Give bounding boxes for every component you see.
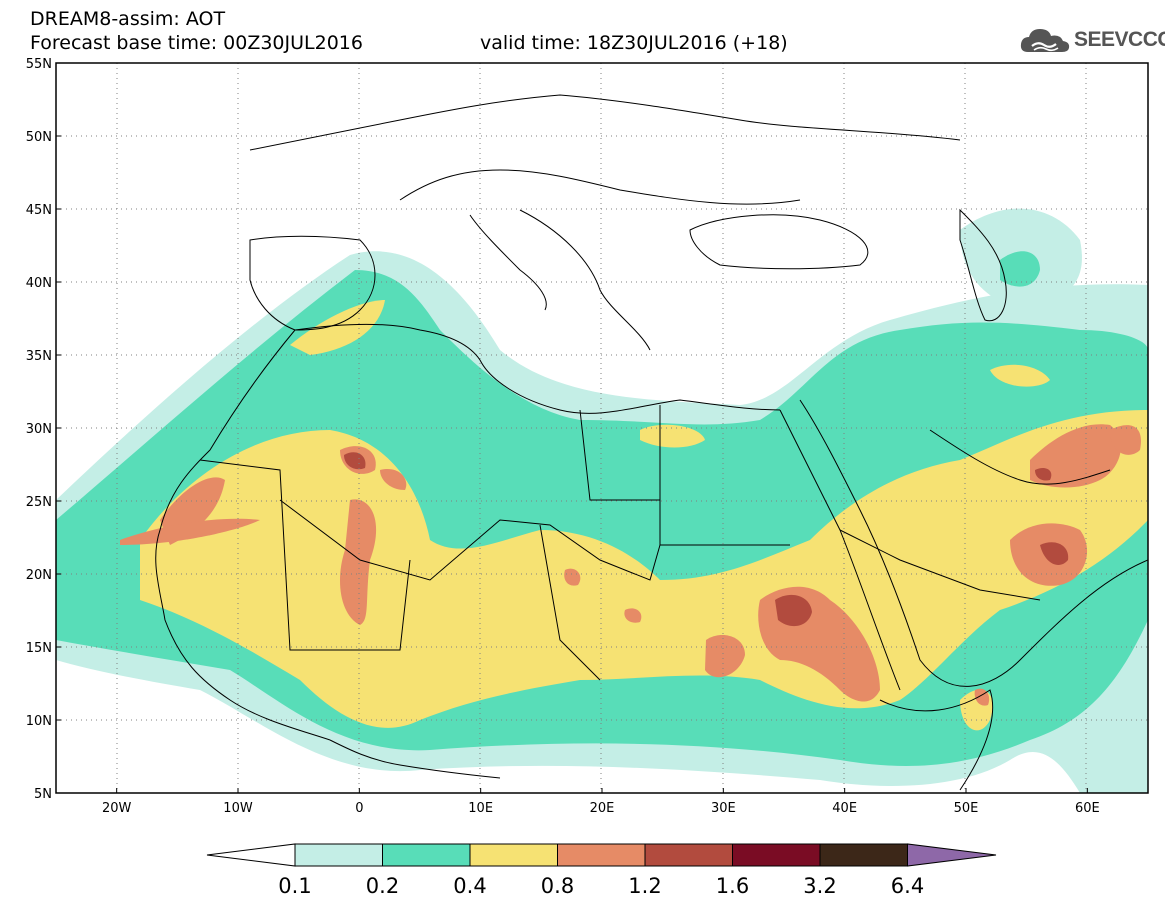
forecast-times: Forecast base time: 00Z30JUL2016 valid ti… [30, 32, 788, 54]
colorbar-level-label: 6.4 [891, 874, 924, 898]
colorbar-level-label: 1.2 [628, 874, 661, 898]
colorbar [206, 843, 997, 867]
lat-tick-label: 15N [26, 641, 52, 656]
colorbar-level-label: 0.8 [541, 874, 574, 898]
lat-tick-label: 40N [26, 276, 52, 291]
lon-tick-labels: 20W 10W 0 10E 20E 30E 40E 50E 60E [102, 788, 1100, 816]
lat-tick-label: 30N [26, 422, 52, 437]
lon-tick-label: 30E [711, 801, 736, 816]
colorbar-level-label: 1.6 [716, 874, 749, 898]
colorbar-under-arrow [206, 843, 296, 867]
cloud-icon [1020, 29, 1070, 52]
seevccc-logo: SEEVCCC [1018, 24, 1165, 58]
colorbar-level-label: 0.4 [453, 874, 486, 898]
colorbar-segment [469, 843, 558, 867]
aot-band-0.4 [140, 300, 1148, 731]
lat-tick-label: 20N [26, 568, 52, 583]
graticule [56, 63, 1148, 793]
lat-tick-label: 10N [26, 714, 52, 729]
lon-tick-label: 50E [954, 801, 979, 816]
base-time: Forecast base time: 00Z30JUL2016 [30, 32, 363, 54]
logo-text: SEEVCCC [1074, 28, 1165, 51]
colorbar-segment [644, 843, 733, 867]
colorbar-segment [819, 843, 908, 867]
aot-band-1.2 [344, 452, 1069, 627]
lat-tick-label: 50N [26, 130, 52, 145]
lat-tick-label: 5N [34, 787, 52, 802]
dust-fields [56, 208, 1148, 793]
colorbar-level-label: 0.2 [366, 874, 399, 898]
colorbar-level-label: 0.1 [278, 874, 311, 898]
colorbar-labels: 0.1 0.2 0.4 0.8 1.2 1.6 3.2 6.4 [278, 874, 924, 898]
lon-tick-label: 10E [468, 801, 493, 816]
lon-tick-label: 20E [590, 801, 615, 816]
colorbar-level-label: 3.2 [803, 874, 836, 898]
lat-tick-label: 55N [26, 57, 52, 72]
lat-tick-label: 25N [26, 495, 52, 510]
lon-tick-label: 20W [102, 801, 132, 816]
map-title: DREAM8-assim: AOT [30, 8, 226, 30]
colorbar-over-arrow [907, 843, 997, 867]
coastlines-borders [155, 94, 1148, 791]
lon-tick-label: 40E [832, 801, 857, 816]
lat-tick-label: 35N [26, 349, 52, 364]
lat-tick-labels: 55N 50N 45N 40N 35N 30N 25N 20N 15N 10N 5N [26, 57, 61, 802]
colorbar-segment [732, 843, 821, 867]
lon-tick-label: 0 [355, 801, 363, 816]
valid-time: valid time: 18Z30JUL2016 (+18) [480, 32, 788, 54]
colorbar-segment [557, 843, 646, 867]
colorbar-segment [382, 843, 471, 867]
colorbar-segment [294, 843, 383, 867]
lon-tick-label: 10W [223, 801, 253, 816]
lon-tick-label: 60E [1075, 801, 1100, 816]
lat-tick-label: 45N [26, 203, 52, 218]
